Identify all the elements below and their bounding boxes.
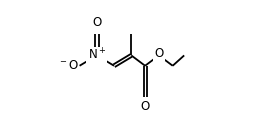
Text: $^-$O: $^-$O	[58, 59, 79, 72]
Text: O: O	[140, 100, 150, 113]
Text: N$^+$: N$^+$	[87, 48, 106, 63]
Text: O: O	[92, 16, 101, 29]
Text: O: O	[154, 47, 164, 60]
